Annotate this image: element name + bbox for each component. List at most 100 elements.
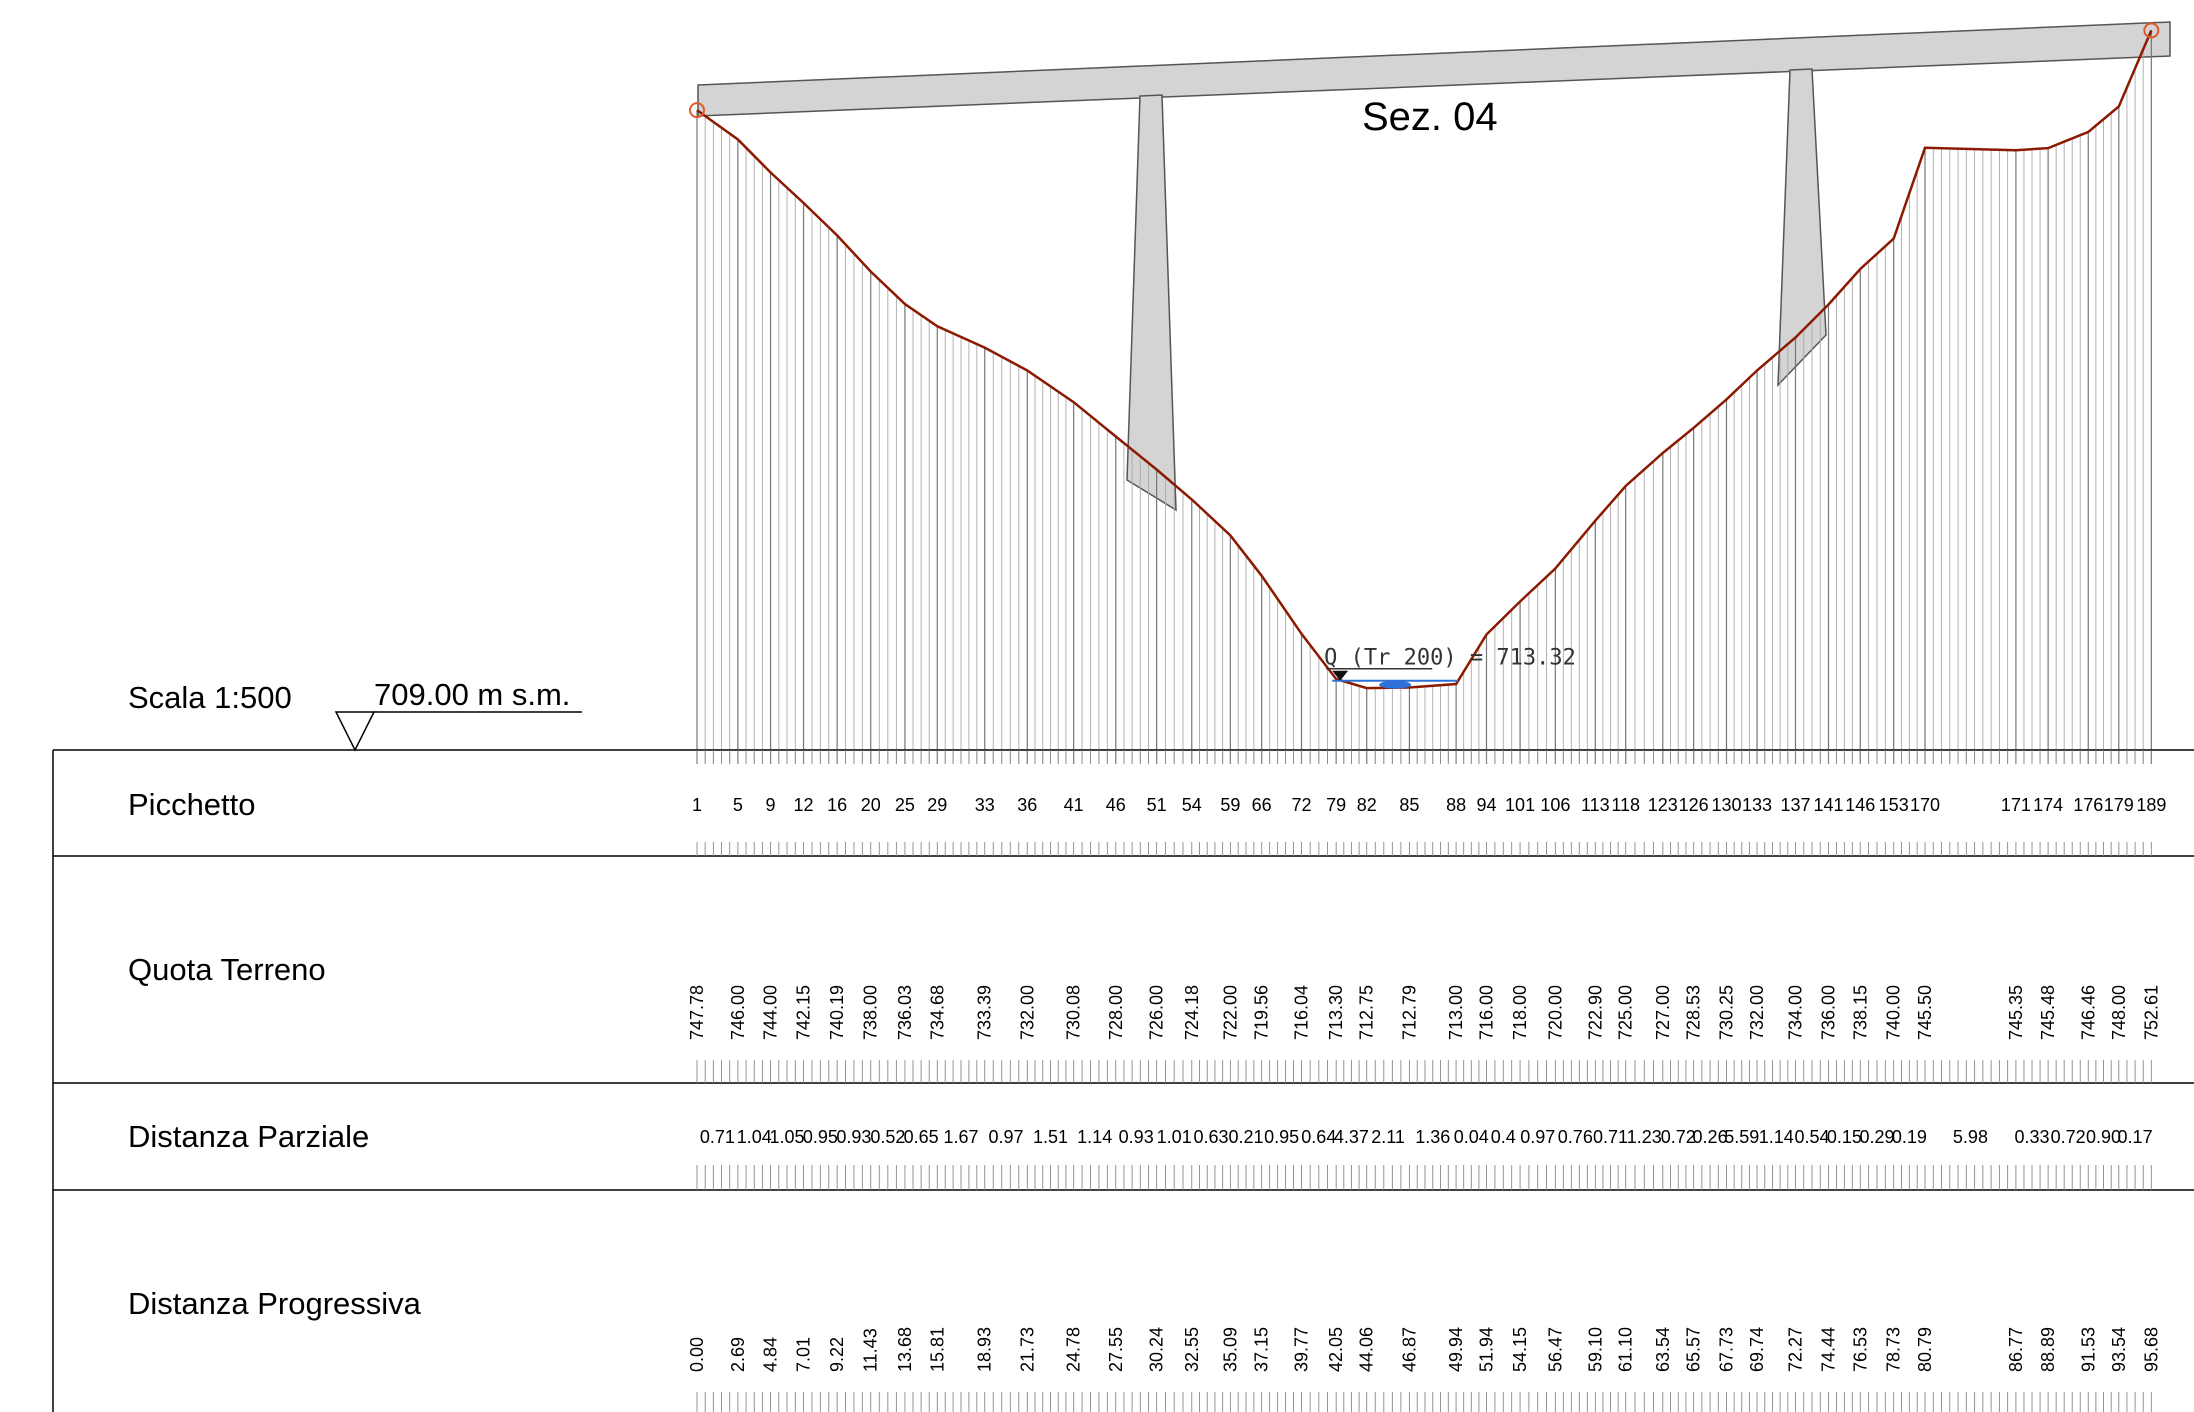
progressiva-value: 63.54 bbox=[1653, 1327, 1673, 1372]
parziale-value: 0.93 bbox=[1119, 1127, 1154, 1147]
progressiva-value: 13.68 bbox=[895, 1327, 915, 1372]
parziale-value: 0.65 bbox=[904, 1127, 939, 1147]
parziale-value: 1.67 bbox=[944, 1127, 979, 1147]
picchetto-value: 113 bbox=[1581, 795, 1610, 815]
parziale-value: 0.19 bbox=[1892, 1127, 1927, 1147]
quota-value: 719.56 bbox=[1252, 985, 1272, 1040]
picchetto-value: 16 bbox=[827, 795, 847, 815]
quota-value: 745.35 bbox=[2006, 985, 2026, 1040]
quota-value: 734.68 bbox=[927, 985, 947, 1040]
progressiva-value: 2.69 bbox=[728, 1337, 748, 1372]
progressiva-value: 30.24 bbox=[1147, 1327, 1167, 1372]
table-station-ticks bbox=[696, 750, 2152, 1412]
progressiva-value: 4.84 bbox=[761, 1337, 781, 1372]
progressiva-value: 46.87 bbox=[1399, 1327, 1419, 1372]
picchetto-value: 174 bbox=[2033, 795, 2063, 815]
quota-value: 720.00 bbox=[1545, 985, 1565, 1040]
parziale-value: 4.37 bbox=[1334, 1127, 1369, 1147]
quota-value: 740.00 bbox=[1884, 985, 1904, 1040]
parziale-value: 0.90 bbox=[2086, 1127, 2121, 1147]
parziale-value: 1.14 bbox=[1759, 1127, 1794, 1147]
progressiva-value: 69.74 bbox=[1747, 1327, 1767, 1372]
parziale-value: 0.04 bbox=[1454, 1127, 1489, 1147]
parziale-value: 0.72 bbox=[2051, 1127, 2086, 1147]
picchetto-value: 54 bbox=[1182, 795, 1202, 815]
parziale-value: 0.63 bbox=[1194, 1127, 1229, 1147]
picchetto-value: 94 bbox=[1476, 795, 1496, 815]
quota-value: 732.00 bbox=[1017, 985, 1037, 1040]
quota-value: 730.08 bbox=[1064, 985, 1084, 1040]
parziale-value: 0.93 bbox=[836, 1127, 871, 1147]
progressiva-value: 21.73 bbox=[1017, 1327, 1037, 1372]
progressiva-value: 86.77 bbox=[2006, 1327, 2026, 1372]
progressiva-value: 44.06 bbox=[1357, 1327, 1377, 1372]
picchetto-value: 118 bbox=[1611, 795, 1640, 815]
progressiva-value: 91.53 bbox=[2078, 1327, 2098, 1372]
quota-value: 722.00 bbox=[1220, 985, 1240, 1040]
picchetto-value: 141 bbox=[1813, 795, 1843, 815]
row-label-picchetto: Picchetto bbox=[128, 787, 256, 822]
parziale-value: 1.51 bbox=[1033, 1127, 1068, 1147]
picchetto-value: 126 bbox=[1679, 795, 1709, 815]
progressiva-value: 27.55 bbox=[1106, 1327, 1126, 1372]
quota-value: 746.00 bbox=[728, 985, 748, 1040]
picchetto-value: 106 bbox=[1540, 795, 1570, 815]
picchetto-value: 146 bbox=[1845, 795, 1875, 815]
scale-label: Scala 1:500 bbox=[128, 680, 292, 715]
quota-value: 746.46 bbox=[2078, 985, 2098, 1040]
picchetto-value: 179 bbox=[2104, 795, 2134, 815]
picchetto-value: 85 bbox=[1399, 795, 1419, 815]
progressiva-value: 51.94 bbox=[1476, 1327, 1496, 1372]
quota-value: 725.00 bbox=[1616, 985, 1636, 1040]
row-label-quota-terreno: Quota Terreno bbox=[128, 952, 326, 987]
quota-value: 742.15 bbox=[794, 985, 814, 1040]
progressiva-value: 74.44 bbox=[1818, 1327, 1838, 1372]
progressiva-value: 15.81 bbox=[927, 1327, 947, 1372]
parziale-value: 1.14 bbox=[1077, 1127, 1112, 1147]
picchetto-value: 153 bbox=[1879, 795, 1909, 815]
parziale-value: 0.15 bbox=[1827, 1127, 1862, 1147]
progressiva-value: 7.01 bbox=[794, 1337, 814, 1372]
picchetto-value: 101 bbox=[1505, 795, 1535, 815]
bridge-deck bbox=[697, 21, 2171, 117]
quota-value: 747.78 bbox=[687, 985, 707, 1040]
parziale-value: 0.71 bbox=[700, 1127, 735, 1147]
progressiva-value: 76.53 bbox=[1850, 1327, 1870, 1372]
endpoint-marker-right bbox=[2143, 22, 2160, 39]
row-label-distanza-progressiva: Distanza Progressiva bbox=[128, 1286, 422, 1321]
station-verticals bbox=[696, 30, 2152, 764]
quota-value: 712.75 bbox=[1357, 985, 1377, 1040]
parziale-value: 1.36 bbox=[1415, 1127, 1450, 1147]
picchetto-value: 33 bbox=[975, 795, 995, 815]
parziale-value: 1.05 bbox=[770, 1127, 805, 1147]
picchetto-value: 46 bbox=[1106, 795, 1126, 815]
quota-value: 716.00 bbox=[1476, 985, 1496, 1040]
picchetto-value: 176 bbox=[2073, 795, 2103, 815]
row-label-distanza-parziale: Distanza Parziale bbox=[128, 1119, 369, 1154]
parziale-value: 0.95 bbox=[803, 1127, 838, 1147]
terrain-profile bbox=[696, 29, 2153, 690]
progressiva-value: 42.05 bbox=[1326, 1327, 1346, 1372]
quota-value: 752.61 bbox=[2141, 985, 2161, 1040]
endpoint-marker-left bbox=[689, 102, 705, 119]
progressiva-value: 95.68 bbox=[2141, 1327, 2161, 1372]
picchetto-value: 72 bbox=[1291, 795, 1311, 815]
parziale-value: 1.23 bbox=[1627, 1127, 1662, 1147]
quota-value: 727.00 bbox=[1653, 985, 1673, 1040]
quota-value: 736.03 bbox=[895, 985, 915, 1040]
picchetto-value: 41 bbox=[1064, 795, 1084, 815]
quota-value: 730.25 bbox=[1716, 985, 1736, 1040]
progressiva-value: 65.57 bbox=[1684, 1327, 1704, 1372]
picchetto-value: 189 bbox=[2136, 795, 2166, 815]
quota-value: 718.00 bbox=[1510, 985, 1530, 1040]
picchetto-value: 130 bbox=[1711, 795, 1741, 815]
progressiva-value: 56.47 bbox=[1545, 1327, 1565, 1372]
picchetto-value: 9 bbox=[766, 795, 776, 815]
progressiva-value: 72.27 bbox=[1786, 1327, 1806, 1372]
water-level-label: Q (Tr 200) = 713.32 bbox=[1324, 646, 1576, 671]
picchetto-value: 171 bbox=[2001, 795, 2031, 815]
picchetto-value: 5 bbox=[733, 795, 743, 815]
quota-value: 722.90 bbox=[1585, 985, 1605, 1040]
parziale-value: 0.97 bbox=[988, 1127, 1023, 1147]
